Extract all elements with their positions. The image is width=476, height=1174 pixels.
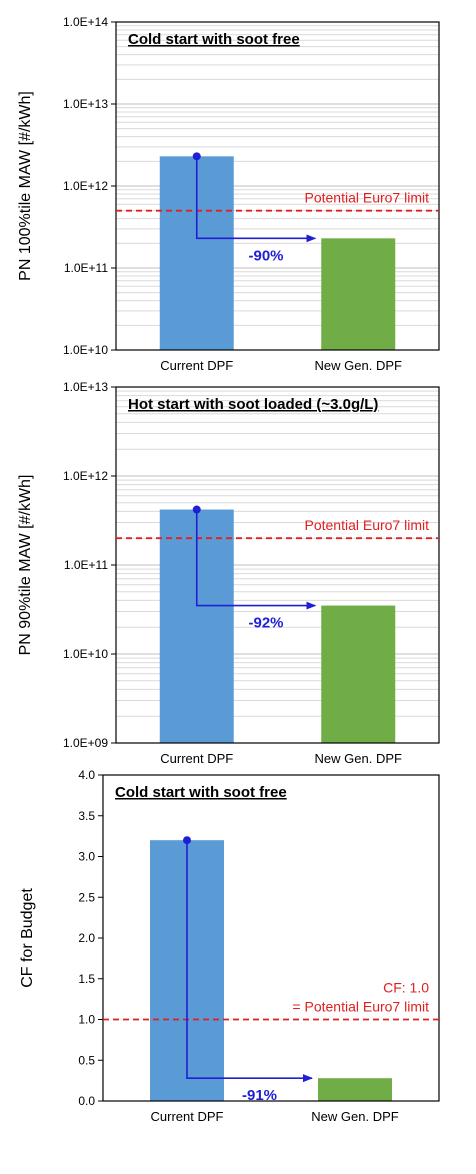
plot-frame [102, 774, 440, 1102]
y-tick-label: 1.0E+11 [64, 558, 108, 572]
y-tick-label: 1.0E+13 [63, 97, 108, 111]
x-category-label: Current DPF [151, 1109, 224, 1124]
y-tick-label: 1.0E+10 [63, 647, 108, 661]
y-axis-label: CF for Budget [19, 888, 36, 988]
chart-2: 1.0E+09 1.0E+10 1.0E+11 1.0E+12 1.0E+13 Curre… [17, 380, 440, 766]
bar-new-gen-dpf [321, 605, 396, 743]
y-tick-label: 0.5 [78, 1053, 95, 1067]
chart-title: Hot start with soot loaded (~3.0g/L) [128, 396, 378, 413]
reduction-label: -90% [248, 247, 283, 264]
limit-label-2: = Potential Euro7 limit [292, 999, 429, 1015]
reduction-label: -91% [242, 1087, 277, 1104]
y-tick-label: 4.0 [78, 768, 95, 782]
y-tick-label: 1.0E+10 [63, 343, 108, 357]
y-tick-label: 0.0 [78, 1094, 95, 1108]
plot-frame [115, 21, 440, 351]
y-tick-label: 1.0E+12 [63, 469, 108, 483]
y-axis-label: PN 100%tile MAW [#/kWh] [17, 91, 34, 281]
y-tick-label: 3.0 [78, 850, 95, 864]
y-tick-label: 3.5 [78, 809, 95, 823]
y-tick-label: 1.0E+11 [64, 261, 108, 275]
plot-frame [115, 386, 440, 744]
y-tick-label: 1.0E+09 [63, 736, 108, 750]
limit-label: Potential Euro7 limit [304, 517, 429, 533]
y-tick-label: 1.0E+12 [63, 179, 108, 193]
chart-3: 0.0 0.5 1.0 1.5 2.0 2.5 3.0 3.5 4.0 Current DPF Ne… [19, 768, 440, 1124]
y-axis-label: PN 90%tile MAW [#/kWh] [17, 475, 34, 656]
x-category-label: Current DPF [160, 358, 233, 373]
limit-label: CF: 1.0 [383, 980, 429, 996]
y-tick-label: 1.0E+14 [63, 15, 108, 29]
y-tick-label: 2.5 [78, 890, 95, 904]
x-category-label: New Gen. DPF [315, 358, 402, 373]
bar-new-gen-dpf [321, 238, 396, 350]
y-tick-label: 1.0E+13 [63, 380, 108, 394]
bar-new-gen-dpf [318, 1078, 392, 1101]
chart-title: Cold start with soot free [128, 31, 300, 48]
y-tick-label: 2.0 [78, 931, 95, 945]
reduction-arrow [195, 156, 317, 243]
x-category-label: New Gen. DPF [311, 1109, 398, 1124]
limit-label: Potential Euro7 limit [304, 190, 429, 206]
chart-title: Cold start with soot free [115, 784, 287, 801]
x-category-label: Current DPF [160, 751, 233, 766]
x-category-label: New Gen. DPF [315, 751, 402, 766]
reduction-label: -92% [248, 615, 283, 632]
y-tick-label: 1.5 [78, 972, 95, 986]
chart-1: 1.0E+10 1.0E+11 1.0E+12 1.0E+13 1.0E+14 Curre… [17, 15, 440, 373]
reduction-arrow [195, 509, 317, 610]
reduction-arrow [186, 840, 313, 1083]
y-tick-label: 1.0 [78, 1013, 95, 1027]
